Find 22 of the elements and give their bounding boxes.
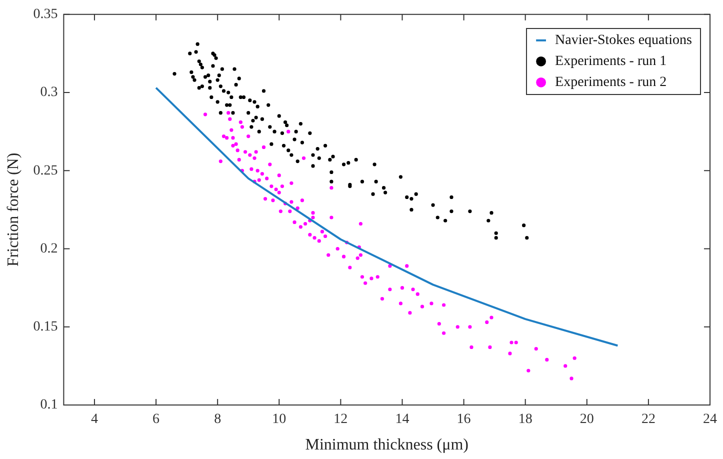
y-tick-label: 0.2	[40, 241, 58, 256]
y-tick-label: 0.25	[33, 163, 58, 178]
y-tick-label: 0.15	[33, 320, 58, 335]
x-tick-label: 10	[272, 412, 286, 428]
x-tick-label: 22	[641, 412, 656, 428]
legend-label: Navier-Stokes equations	[555, 33, 692, 48]
x-tick-label: 20	[580, 412, 594, 428]
x-tick-label: 18	[518, 412, 532, 428]
x-tick-label: 16	[456, 412, 471, 428]
x-tick-label: 24	[703, 412, 717, 428]
y-axis-title: Friction force (N)	[4, 152, 22, 267]
legend-label: Experiments - run 1	[555, 54, 667, 70]
x-tick-label: 14	[395, 412, 410, 428]
x-tick-label: 8	[214, 412, 222, 428]
y-tick-label: 0.35	[33, 7, 58, 22]
y-tick-label: 0.3	[40, 85, 58, 100]
x-tick-label: 4	[90, 412, 98, 428]
legend-label: Experiments - run 2	[555, 75, 667, 90]
y-tick-label: 0.1	[40, 398, 58, 413]
x-axis-title: Minimum thickness (μm)	[305, 436, 468, 454]
x-tick-label: 6	[152, 412, 160, 428]
x-tick-label: 12	[334, 412, 348, 428]
